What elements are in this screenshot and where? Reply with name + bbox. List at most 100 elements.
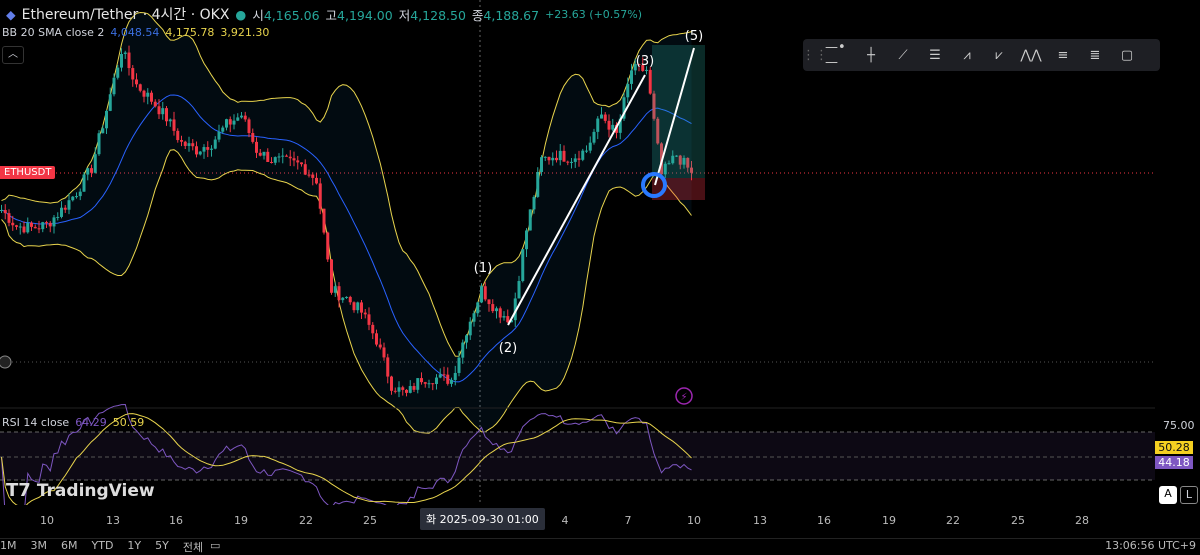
candle xyxy=(236,117,240,121)
candle xyxy=(90,168,93,173)
head-shoulders-icon[interactable]: ⋀⋀ xyxy=(1020,47,1042,63)
candle xyxy=(15,225,18,227)
auto-scale-button[interactable]: A xyxy=(1159,486,1177,504)
wave-label-3[interactable]: (3) xyxy=(636,54,654,69)
wave-label-2[interactable]: (2) xyxy=(499,341,517,356)
regression-icon[interactable]: ≣ xyxy=(1089,47,1101,63)
candle xyxy=(266,151,270,162)
add-alert-icon[interactable] xyxy=(0,355,12,369)
market-open-dot-icon: ● xyxy=(235,6,247,22)
trend-line-icon[interactable]: ⟋ xyxy=(898,47,908,63)
fib-retracement-icon[interactable]: ☰ xyxy=(929,47,941,63)
open-label: 시 xyxy=(252,7,264,23)
bottom-toolbar: 1M 3M 6M YTD 1Y 5Y 전체 ▭ 13:06:56 UTC+9 xyxy=(0,538,1200,554)
candle xyxy=(495,308,498,312)
horizontal-ray-icon[interactable]: —•— xyxy=(825,40,846,70)
candle xyxy=(570,161,573,163)
time-tick: 28 xyxy=(1075,514,1089,527)
candle xyxy=(337,286,341,301)
parallel-channel-icon[interactable]: ≡ xyxy=(1057,47,1069,63)
rectangle-icon[interactable]: ▢ xyxy=(1120,47,1134,63)
candle xyxy=(255,141,258,153)
candle xyxy=(48,222,52,227)
candle xyxy=(281,155,285,157)
range-button[interactable]: 6M xyxy=(61,539,78,552)
vertical-line-icon[interactable]: ┼ xyxy=(867,47,875,63)
time-tick: 10 xyxy=(687,514,701,527)
drag-handle-icon[interactable]: ⋮⋮ xyxy=(802,47,828,63)
bb-fill xyxy=(1,12,692,434)
candle xyxy=(213,139,217,149)
candle xyxy=(360,302,363,313)
bb-basis xyxy=(1,94,692,383)
candle xyxy=(195,146,198,155)
candle xyxy=(558,150,562,161)
bb-legend[interactable]: BB 20 SMA close 2 4,048.54 4,175.78 3,92… xyxy=(2,26,269,39)
log-scale-button[interactable]: L xyxy=(1180,486,1198,504)
candle xyxy=(626,83,630,98)
candle xyxy=(251,132,255,142)
bb-basis-value: 4,048.54 xyxy=(110,26,160,39)
candle xyxy=(581,150,585,160)
candle xyxy=(138,84,142,91)
candle xyxy=(622,97,626,119)
clock-time[interactable]: 13:06:56 UTC+9 xyxy=(1105,539,1196,552)
long-position-stop-zone[interactable] xyxy=(652,178,705,200)
range-button[interactable]: 5Y xyxy=(155,539,169,552)
candle xyxy=(408,386,412,393)
candle xyxy=(536,171,540,197)
range-button[interactable]: 3M xyxy=(30,539,48,552)
wave-line[interactable] xyxy=(507,74,646,326)
abcd-pattern-icon[interactable]: ⩗ xyxy=(995,47,1003,63)
candle xyxy=(663,163,667,175)
rsi-ma-value: 50.59 xyxy=(112,416,145,429)
rsi-legend[interactable]: RSI 14 close 64.29 50.59 xyxy=(2,416,144,429)
wave-line[interactable] xyxy=(654,47,695,186)
price-chart[interactable]: (1) (2) (3) (5) ⚡ xyxy=(0,0,1155,505)
elliott-impulse-icon[interactable]: ⩘ xyxy=(963,47,971,63)
candle xyxy=(416,378,420,390)
crosshair-time-label: 화 2025-09-30 01:00 xyxy=(420,508,545,530)
bb-lower-value: 3,921.30 xyxy=(220,26,270,39)
candle xyxy=(555,157,558,161)
candle xyxy=(198,151,202,155)
chevron-up-icon[interactable]: ︿ xyxy=(2,46,24,64)
candle xyxy=(161,108,165,115)
candle xyxy=(521,249,525,282)
candle xyxy=(326,232,330,260)
candle xyxy=(566,161,570,163)
lightning-icon[interactable] xyxy=(675,387,693,405)
range-button[interactable]: 1M xyxy=(0,539,17,552)
candle xyxy=(172,119,176,131)
time-tick: 19 xyxy=(234,514,248,527)
candle xyxy=(427,383,431,385)
long-position-profit-zone[interactable] xyxy=(652,45,705,178)
candle xyxy=(442,374,446,376)
wave-label-5[interactable]: (5) xyxy=(685,29,703,44)
candle xyxy=(431,383,435,385)
tradingview-logo[interactable]: 𝗧𝟳 TradingView xyxy=(6,480,155,501)
candle xyxy=(333,286,337,293)
candle xyxy=(273,157,277,163)
candle xyxy=(592,131,596,143)
candle xyxy=(165,108,168,122)
candle xyxy=(491,304,495,312)
calendar-icon[interactable]: ▭ xyxy=(210,539,221,552)
wave-label-1[interactable]: (1) xyxy=(474,261,492,276)
candle xyxy=(41,222,45,230)
time-tick: 25 xyxy=(363,514,377,527)
range-button[interactable]: 1Y xyxy=(127,539,142,552)
candle xyxy=(135,79,138,85)
candle xyxy=(191,143,195,147)
candle xyxy=(285,155,288,157)
candle xyxy=(450,379,453,384)
candle xyxy=(682,157,686,165)
candle xyxy=(393,390,397,392)
candle xyxy=(270,161,273,163)
candle xyxy=(356,302,360,311)
candle xyxy=(26,222,30,233)
range-button[interactable]: 전체 xyxy=(182,541,204,554)
time-tick: 19 xyxy=(882,514,896,527)
range-button[interactable]: YTD xyxy=(91,539,114,552)
chart-title[interactable]: Ethereum/Tether · 4시간 · OKX xyxy=(21,7,230,23)
